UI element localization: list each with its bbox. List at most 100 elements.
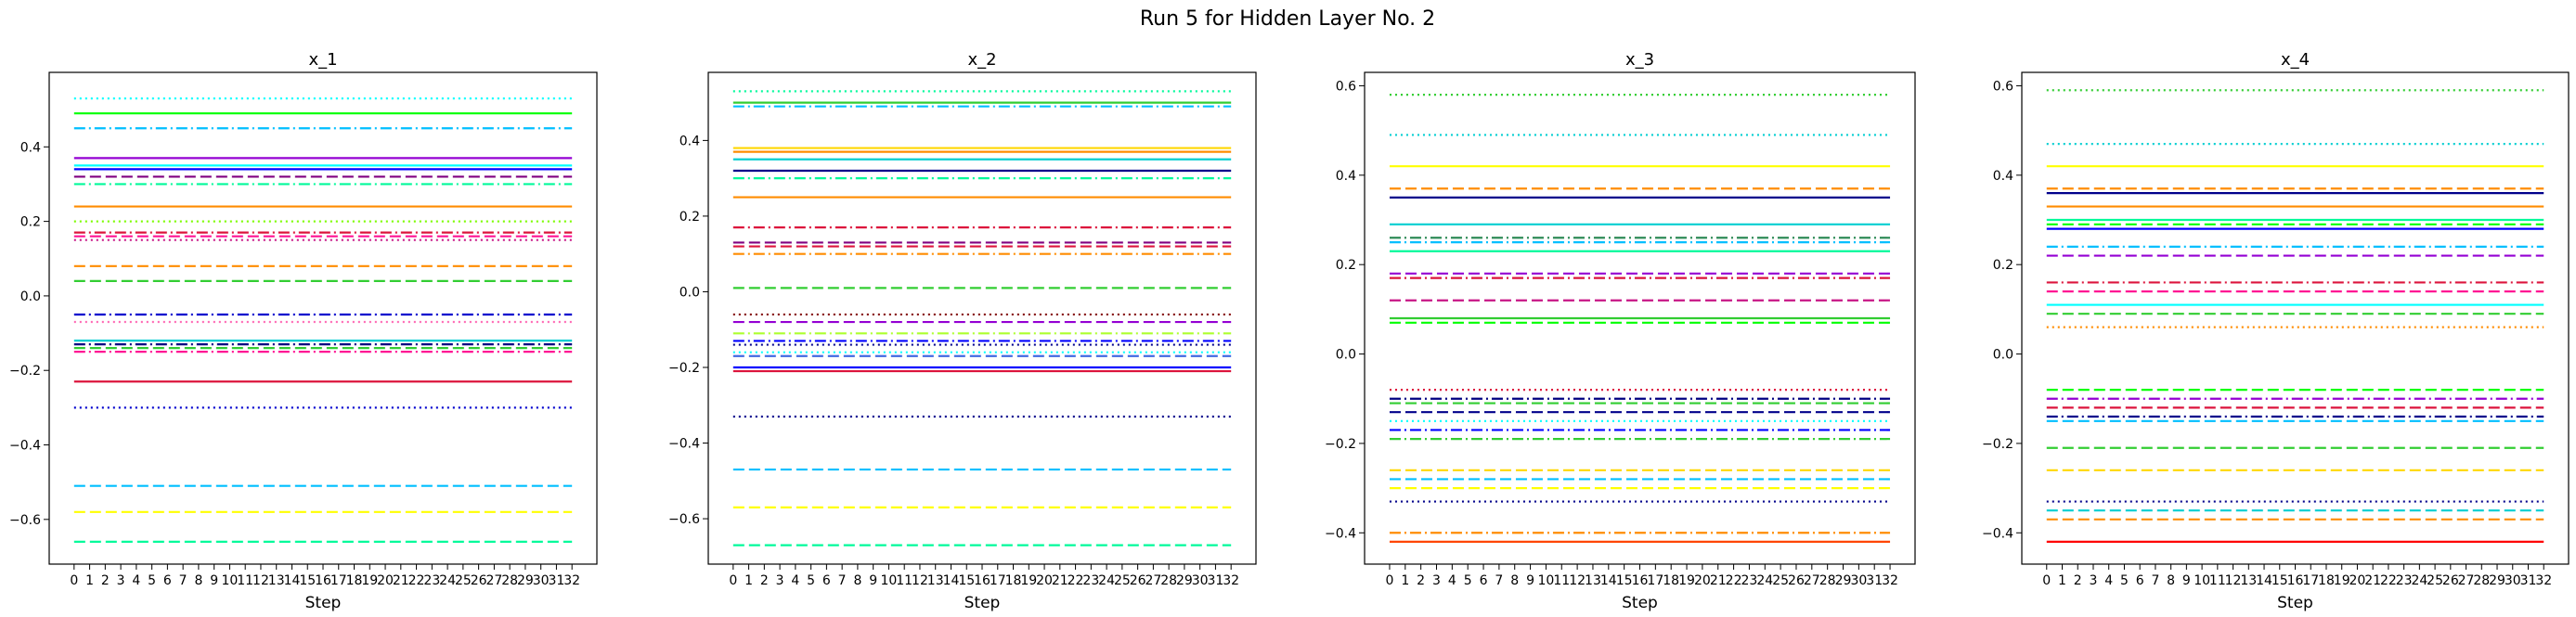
x-tick-label: 27 bbox=[2458, 573, 2475, 588]
x-tick-label: 0 bbox=[2042, 573, 2051, 588]
y-tick-label: 0.0 bbox=[1336, 348, 1356, 363]
x-tick-label: 1 bbox=[85, 573, 94, 588]
x-tick-label: 6 bbox=[822, 573, 831, 588]
y-tick-label: 0.2 bbox=[1993, 258, 2013, 273]
y-tick-label: 0.6 bbox=[1336, 79, 1356, 94]
x-tick-label: 4 bbox=[791, 573, 799, 588]
y-tick-label: 0.4 bbox=[1993, 169, 2013, 184]
x-tick-label: 26 bbox=[2442, 573, 2459, 588]
x-tick-label: 21 bbox=[1052, 573, 1068, 588]
x-tick-label: 7 bbox=[179, 573, 188, 588]
x-tick-label: 0 bbox=[70, 573, 78, 588]
x-tick-label: 6 bbox=[2136, 573, 2144, 588]
x-tick-label: 12 bbox=[912, 573, 928, 588]
x-tick-label: 11 bbox=[2209, 573, 2226, 588]
x-tick-label: 2 bbox=[1417, 573, 1425, 588]
x-tick-label: 6 bbox=[163, 573, 172, 588]
x-tick-label: 18 bbox=[1663, 573, 1679, 588]
x-tick-label: 25 bbox=[455, 573, 472, 588]
x-tick-label: 24 bbox=[439, 573, 456, 588]
x-tick-label: 12 bbox=[1569, 573, 1586, 588]
x-axis-label: Step bbox=[964, 594, 1001, 612]
x-tick-label: 16 bbox=[1632, 573, 1649, 588]
x-tick-label: 13 bbox=[1585, 573, 1601, 588]
x-tick-label: 30 bbox=[2505, 573, 2521, 588]
x-tick-label: 20 bbox=[1694, 573, 1711, 588]
x-tick-label: 25 bbox=[2427, 573, 2443, 588]
y-tick-label: 0.0 bbox=[20, 289, 41, 304]
x-tick-label: 8 bbox=[853, 573, 861, 588]
subplot-title: x_1 bbox=[308, 50, 337, 70]
x-tick-label: 20 bbox=[377, 573, 394, 588]
x-tick-label: 4 bbox=[2104, 573, 2113, 588]
axes-frame bbox=[2021, 71, 2570, 565]
x-tick-label: 6 bbox=[1480, 573, 1488, 588]
x-tick-label: 25 bbox=[1772, 573, 1789, 588]
x-tick-label: 9 bbox=[210, 573, 218, 588]
y-tick-label: −0.4 bbox=[9, 439, 41, 454]
x-tick-label: 16 bbox=[2287, 573, 2304, 588]
x-tick-label: 9 bbox=[2182, 573, 2191, 588]
x-tick-label: 29 bbox=[2489, 573, 2505, 588]
x-tick-label: 0 bbox=[1385, 573, 1393, 588]
x-tick-label: 29 bbox=[1176, 573, 1193, 588]
y-tick-label: 0.6 bbox=[1993, 79, 2013, 94]
x-tick-label: 1 bbox=[1401, 573, 1409, 588]
subplot-2: x_2−0.6−0.4−0.20.00.20.40 1 2 3 4 5 6 7 8 9 101112… bbox=[668, 50, 1257, 612]
x-tick-label: 4 bbox=[1448, 573, 1456, 588]
x-tick-label: 32 bbox=[1882, 573, 1898, 588]
subplot-4: x_4−0.4−0.20.00.20.40.60 1 2 3 4 5 6 7 8 9 1011121… bbox=[1982, 50, 2570, 612]
x-tick-label: 7 bbox=[2151, 573, 2159, 588]
y-tick-label: 0.2 bbox=[680, 210, 700, 225]
x-tick-label: 19 bbox=[1020, 573, 1037, 588]
x-tick-label: 0 bbox=[729, 573, 737, 588]
x-tick-label: 10 bbox=[222, 573, 239, 588]
x-tick-label: 24 bbox=[2411, 573, 2427, 588]
x-tick-label: 15 bbox=[2272, 573, 2288, 588]
y-tick-label: 0.0 bbox=[680, 285, 700, 300]
x-tick-label: 11 bbox=[1553, 573, 1570, 588]
x-tick-label: 23 bbox=[2396, 573, 2413, 588]
y-tick-label: 0.4 bbox=[1336, 169, 1356, 184]
x-tick-label: 2 bbox=[2074, 573, 2082, 588]
x-tick-label: 20 bbox=[1036, 573, 1053, 588]
x-tick-label: 13 bbox=[927, 573, 944, 588]
x-tick-label: 17 bbox=[330, 573, 347, 588]
x-tick-label: 12 bbox=[2225, 573, 2242, 588]
x-tick-label: 26 bbox=[471, 573, 487, 588]
y-tick-label: 0.4 bbox=[20, 140, 41, 155]
x-tick-label: 5 bbox=[148, 573, 156, 588]
x-tick-label: 19 bbox=[1678, 573, 1695, 588]
x-tick-label: 1 bbox=[2058, 573, 2066, 588]
x-tick-label: 14 bbox=[943, 573, 960, 588]
x-tick-label: 17 bbox=[990, 573, 1006, 588]
x-tick-label: 30 bbox=[533, 573, 550, 588]
x-tick-label: 16 bbox=[974, 573, 990, 588]
x-tick-label: 27 bbox=[1145, 573, 1161, 588]
subplot-1: x_1−0.6−0.4−0.20.00.20.40 1 2 3 4 5 6 7 8 9 101112… bbox=[9, 50, 598, 612]
y-tick-label: 0.2 bbox=[1336, 258, 1356, 273]
x-tick-label: 31 bbox=[1866, 573, 1883, 588]
x-tick-label: 10 bbox=[1538, 573, 1555, 588]
axes-frame bbox=[48, 71, 598, 565]
subplot-title: x_2 bbox=[967, 50, 996, 70]
x-tick-label: 3 bbox=[2090, 573, 2098, 588]
subplot-3: x_3−0.4−0.20.00.20.40.60 1 2 3 4 5 6 7 8 9 10 11 12 1… bbox=[1325, 50, 1916, 612]
x-tick-label: 9 bbox=[869, 573, 877, 588]
x-tick-label: 30 bbox=[1850, 573, 1867, 588]
x-tick-label: 24 bbox=[1756, 573, 1773, 588]
x-tick-label: 9 bbox=[1526, 573, 1534, 588]
y-tick-label: −0.4 bbox=[668, 437, 700, 452]
y-tick-label: 0.4 bbox=[680, 134, 700, 148]
x-tick-label: 29 bbox=[517, 573, 534, 588]
x-tick-label: 32 bbox=[2535, 573, 2552, 588]
y-tick-label: 0.2 bbox=[20, 215, 41, 230]
x-tick-label: 17 bbox=[2302, 573, 2319, 588]
x-tick-label: 29 bbox=[1835, 573, 1852, 588]
x-tick-label: 26 bbox=[1130, 573, 1146, 588]
x-tick-label: 24 bbox=[1098, 573, 1115, 588]
x-tick-label: 8 bbox=[194, 573, 202, 588]
y-tick-label: −0.2 bbox=[1982, 437, 2013, 452]
x-tick-label: 2 bbox=[101, 573, 110, 588]
